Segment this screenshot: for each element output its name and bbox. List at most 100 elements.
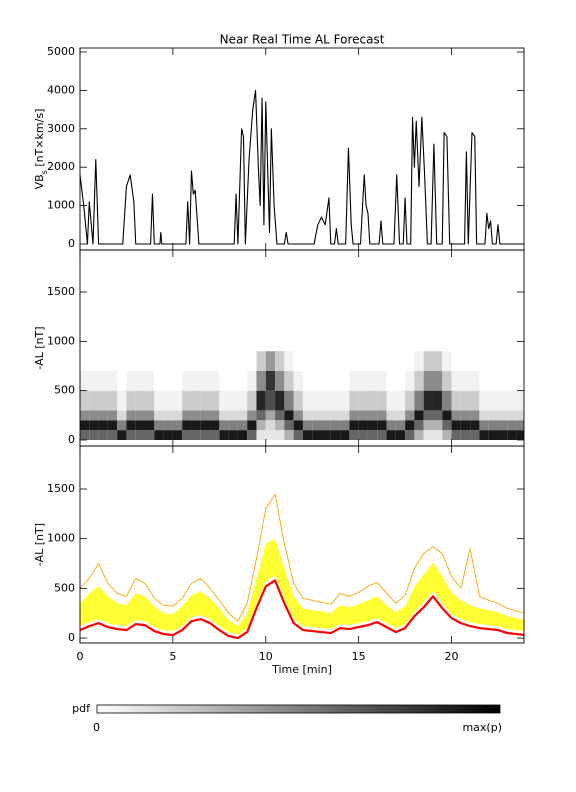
pdf-cell <box>256 410 266 421</box>
pdf-cell <box>145 351 155 371</box>
pdf-cell <box>117 410 127 421</box>
x-tick-label: 15 <box>352 650 366 663</box>
pdf-cell <box>89 420 99 431</box>
pdf-cell <box>358 390 368 411</box>
axes-frame <box>79 445 525 644</box>
pdf-cell <box>395 410 406 421</box>
pdf-cell <box>154 351 164 371</box>
pdf-cell <box>117 430 127 440</box>
chart-title: Near Real Time AL Forecast <box>220 33 385 47</box>
pdf-cell <box>479 390 489 411</box>
pdf-cell <box>265 430 276 440</box>
pdf-cell <box>126 390 136 411</box>
pdf-cell <box>172 370 183 391</box>
pdf-cell <box>460 351 471 371</box>
pdf-cell <box>107 390 118 411</box>
y-tick-label: 3000 <box>47 122 75 135</box>
pdf-cell <box>349 420 359 431</box>
y-tick-label: 1000 <box>47 199 75 212</box>
colorbar-min-label: 0 <box>93 721 100 734</box>
pdf-cell <box>210 370 220 391</box>
pdf-cell <box>284 430 294 440</box>
pdf-cell <box>460 420 471 431</box>
pdf-cell <box>219 390 229 411</box>
pdf-cell <box>80 410 90 421</box>
pdf-cell <box>284 370 294 391</box>
pdf-cell <box>228 420 238 431</box>
pdf-cell <box>302 370 313 391</box>
x-tick-label: 5 <box>169 650 176 663</box>
colorbar <box>96 704 501 714</box>
pdf-cell <box>182 351 192 371</box>
pdf-cell <box>330 420 341 431</box>
pdf-cell <box>460 430 471 440</box>
pdf-cell <box>451 410 461 421</box>
pdf-cell <box>395 430 406 440</box>
pdf-cell <box>284 420 294 431</box>
pdf-cell <box>302 430 313 440</box>
pdf-cell <box>275 390 285 411</box>
pdf-cell <box>117 390 127 411</box>
pdf-cell <box>247 430 257 440</box>
pdf-cell <box>460 390 471 411</box>
median-line <box>80 579 524 640</box>
pdf-cell <box>442 351 452 371</box>
pdf-cell <box>395 370 406 391</box>
pdf-cell <box>182 420 192 431</box>
pdf-cell <box>163 370 173 391</box>
plot-area <box>80 89 524 245</box>
pdf-cell <box>432 410 443 421</box>
pdf-cell <box>367 370 378 391</box>
pdf-cell <box>349 430 359 440</box>
pdf-cell <box>470 410 480 421</box>
pdf-cell <box>470 370 480 391</box>
pdf-cell <box>237 420 248 431</box>
plot-area <box>80 351 524 440</box>
pdf-cell <box>135 410 146 421</box>
pdf-cell <box>395 390 406 411</box>
pdf-cell <box>275 370 285 391</box>
pdf-cell <box>182 370 192 391</box>
pdf-cell <box>405 420 415 431</box>
y-tick-label: 2000 <box>47 160 75 173</box>
pdf-cell <box>237 410 248 421</box>
pdf-cell <box>191 410 201 421</box>
pdf-cell <box>89 351 99 371</box>
pdf-cell <box>386 420 396 431</box>
pdf-cell <box>516 351 524 371</box>
pdf-cell <box>312 430 322 440</box>
pdf-cell <box>451 370 461 391</box>
pdf-cell <box>98 420 108 431</box>
pdf-cell <box>423 370 433 391</box>
pdf-cell <box>451 351 461 371</box>
pdf-cell <box>414 390 424 411</box>
quantile-band <box>80 538 524 636</box>
pdf-cell <box>98 430 108 440</box>
pdf-cell <box>219 410 229 421</box>
pdf-cell <box>228 351 238 371</box>
pdf-cell <box>377 370 387 391</box>
pdf-cell <box>423 430 433 440</box>
y-axis-label-part: [nT×km/s] <box>33 109 46 171</box>
pdf-cell <box>154 430 164 440</box>
pdf-cell <box>358 351 368 371</box>
pdf-cell <box>228 390 238 411</box>
pdf-cell <box>89 410 99 421</box>
pdf-cell <box>135 420 146 431</box>
pdf-cell <box>247 420 257 431</box>
pdf-cell <box>219 420 229 431</box>
pdf-cell <box>135 430 146 440</box>
pdf-cell <box>395 351 406 371</box>
x-tick-label: 0 <box>77 650 84 663</box>
pdf-cell <box>163 351 173 371</box>
pdf-cell <box>135 370 146 391</box>
pdf-cell <box>293 430 303 440</box>
pdf-cell <box>237 351 248 371</box>
pdf-cell <box>367 351 378 371</box>
pdf-cell <box>247 390 257 411</box>
pdf-cell <box>126 430 136 440</box>
pdf-cell <box>107 351 118 371</box>
colorbar-label: pdf <box>72 702 91 715</box>
pdf-cell <box>349 390 359 411</box>
